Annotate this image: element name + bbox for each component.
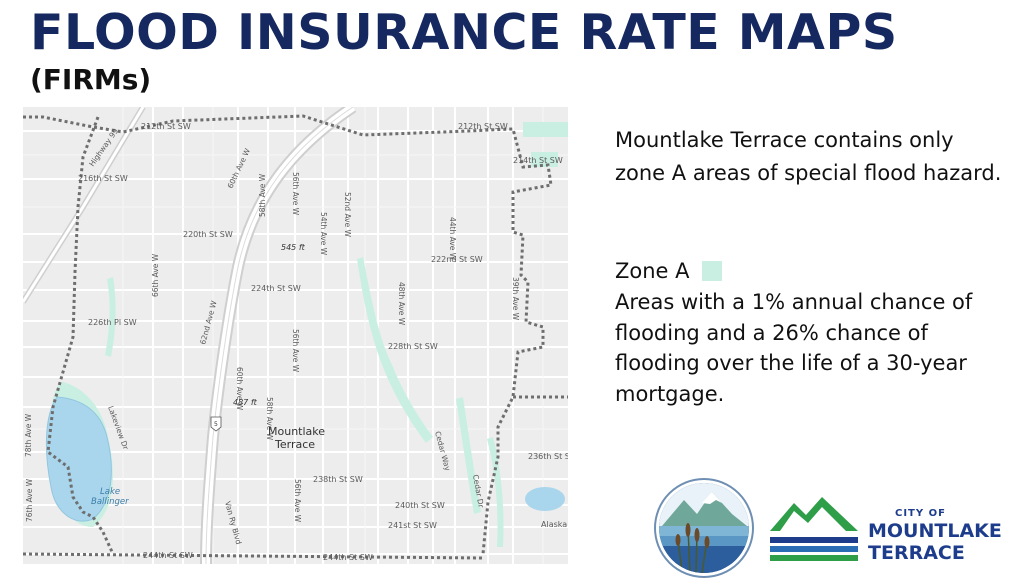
elevation-545: 545 ft [281,243,306,252]
label-222nd: 222nd St SW [431,255,483,264]
label-216th: 216th St SW [78,174,128,183]
label-52nd: 52nd Ave W [343,192,352,238]
label-54th: 54th Ave W [319,212,328,256]
label-236th: 236th St SW [528,452,568,461]
city-seal-logo [654,478,754,578]
lake-label-line2: Ballinger [91,497,129,507]
zone-a-label: Zone A [615,259,690,283]
label-244th-west: 244th St SW [143,551,193,560]
label-244th-east: 244th St SW [323,553,373,562]
label-212th: 212th St SW [141,122,191,131]
zone-a-heading: Zone A [615,256,722,286]
elevation-487: 487 ft [233,398,258,407]
zone-a-description: Areas with a 1% annual chance of floodin… [615,290,973,406]
label-226th: 226th Pl SW [88,318,137,327]
label-44th: 44th Ave W [448,217,457,261]
flood-map: 212th St SW 212th St SW 214th St SW 216t… [23,107,568,564]
label-56th-north: 56th Ave W [291,172,300,216]
lake-label-line1: Lake [100,487,120,497]
label-39th: 39th Ave W [511,277,520,321]
label-58th-south: 58th Ave W [265,397,274,441]
svg-text:5: 5 [214,421,218,428]
label-241st: 241st St SW [388,521,437,530]
logo-city-of: CITY OF [895,508,946,519]
small-lake [525,487,565,511]
label-56th-mid: 56th Ave W [291,329,300,373]
label-76th: 76th Ave W [25,478,34,522]
city-label-line1: Mountlake [268,425,325,438]
label-240th: 240th St SW [395,501,445,510]
label-224th: 224th St SW [251,284,301,293]
label-60th-south: 60th Ave W [235,367,244,411]
label-58th-north: 58th Ave W [258,173,267,217]
map-graphic: 212th St SW 212th St SW 214th St SW 216t… [23,107,568,564]
label-alaska: Alaska [541,520,567,529]
city-label-line2: Terrace [274,438,315,451]
city-boundary [23,114,568,555]
slide-subtitle: (FIRMs) [30,63,152,96]
slide-title: FLOOD INSURANCE RATE MAPS [30,4,898,61]
label-66th: 66th Ave W [151,253,160,297]
label-214th: 214th St SW [513,156,563,165]
label-56th-south: 56th Ave W [293,479,302,523]
logo-city-name-line1: MOUNTLAKE [868,520,1002,542]
label-212th-east: 212th St SW [458,122,508,131]
label-220th: 220th St SW [183,230,233,239]
label-228th: 228th St SW [388,342,438,351]
label-48th: 48th Ave W [397,282,406,326]
zone-a-swatch [701,261,722,281]
city-mountain-logo-icon [770,497,858,561]
i5-shield-icon: 5 [210,416,222,432]
zone-summary-text: Mountlake Terrace contains only zone A a… [615,128,1002,185]
label-238th: 238th St SW [313,475,363,484]
logo-city-name-line2: TERRACE [868,542,965,564]
label-78th: 78th Ave W [24,413,33,457]
